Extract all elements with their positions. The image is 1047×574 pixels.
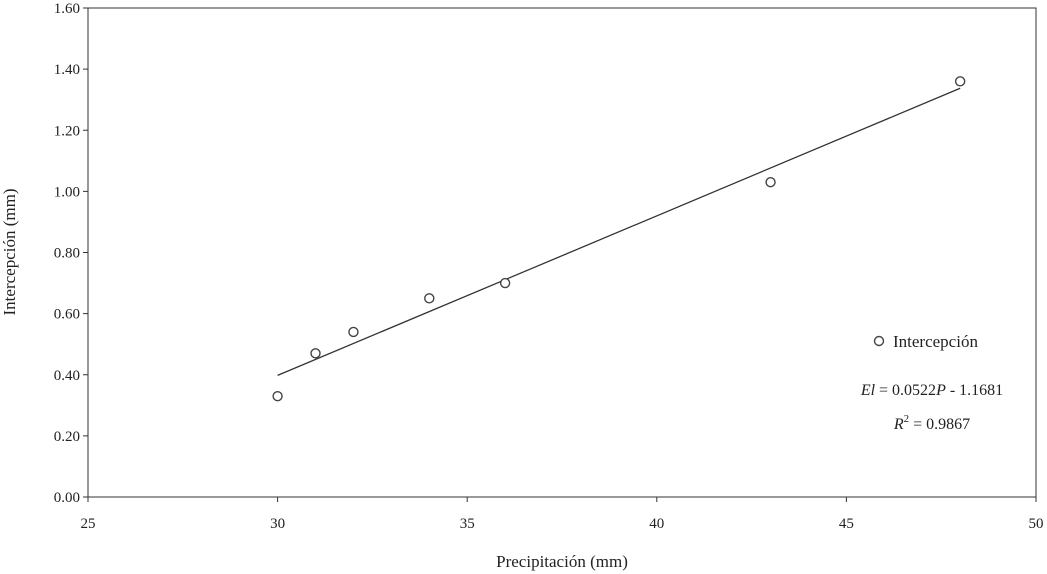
data-point bbox=[310, 348, 321, 359]
x-axis-title: Precipitación (mm) bbox=[496, 552, 628, 571]
legend-label: Intercepción bbox=[893, 332, 978, 351]
y-tick-label: 0.20 bbox=[54, 429, 80, 445]
data-point bbox=[499, 277, 511, 289]
y-tick-label: 1.60 bbox=[54, 1, 80, 17]
x-tick-label: 35 bbox=[460, 516, 475, 532]
data-point bbox=[348, 326, 359, 338]
data-point bbox=[765, 177, 776, 188]
r-squared: R2 = 0.9867 bbox=[893, 413, 970, 433]
data-points bbox=[272, 76, 966, 402]
trend-line bbox=[277, 87, 961, 376]
x-tick-label: 40 bbox=[649, 516, 664, 532]
y-tick-label: 1.40 bbox=[54, 62, 80, 78]
y-axis: 0.00 0.20 0.40 0.60 0.80 1.00 1.20 1.40 1.60 bbox=[54, 1, 88, 506]
data-point bbox=[272, 390, 283, 402]
x-tick-label: 30 bbox=[270, 516, 285, 532]
x-tick-label: 25 bbox=[81, 516, 96, 532]
y-tick-label: 0.00 bbox=[54, 490, 80, 506]
data-point bbox=[954, 76, 966, 87]
y-axis-title: Intercepción (mm) bbox=[0, 189, 19, 316]
legend: Intercepción bbox=[873, 332, 978, 351]
regression-equation: El = 0.0522P - 1.1681 bbox=[860, 382, 1003, 399]
data-point bbox=[424, 293, 435, 304]
y-tick-label: 1.20 bbox=[54, 123, 80, 139]
x-tick-label: 50 bbox=[1029, 516, 1044, 532]
y-tick-label: 0.40 bbox=[54, 368, 80, 384]
y-tick-label: 0.80 bbox=[54, 246, 80, 262]
y-tick-label: 0.60 bbox=[54, 307, 80, 323]
legend-marker bbox=[873, 335, 885, 347]
x-axis: 25 30 35 40 45 50 bbox=[81, 497, 1044, 532]
y-tick-label: 1.00 bbox=[54, 184, 80, 200]
x-tick-label: 45 bbox=[839, 516, 854, 532]
